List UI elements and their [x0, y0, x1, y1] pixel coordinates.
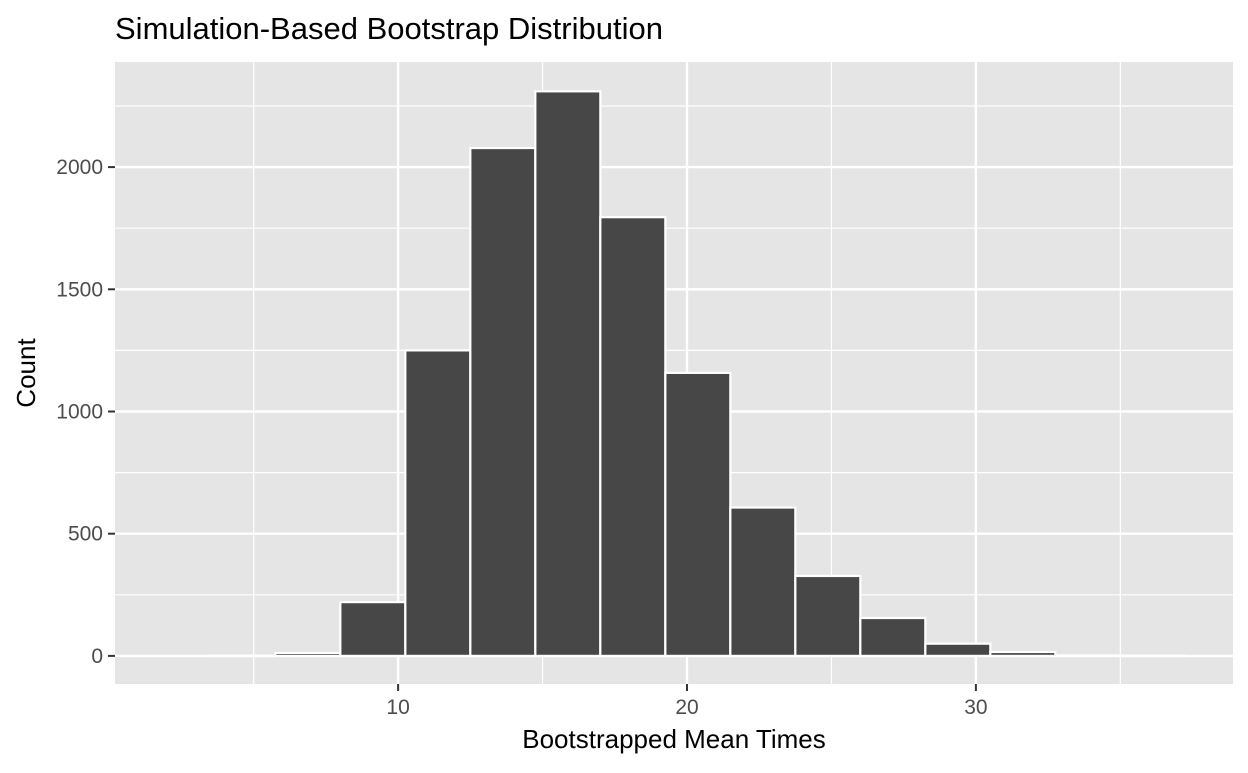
x-axis: 10 20 30: [386, 684, 988, 719]
histogram-bar: [534, 90, 602, 657]
x-axis-label: Bootstrapped Mean Times: [522, 724, 826, 754]
histogram-bar: [469, 146, 537, 657]
histogram-bar: [859, 616, 927, 657]
y-tick-label: 2000: [56, 156, 103, 179]
histogram-bar: [924, 642, 992, 657]
x-tick-label: 20: [675, 696, 698, 719]
histogram-bar: [989, 650, 1057, 657]
histogram-bars: [209, 90, 1187, 658]
y-tick-label: 1000: [56, 400, 103, 423]
x-tick-label: 30: [964, 696, 987, 719]
histogram-bar: [1119, 654, 1187, 658]
histogram-bar: [274, 651, 342, 657]
histogram-bar: [599, 216, 667, 657]
chart-title: Simulation-Based Bootstrap Distribution: [115, 11, 663, 46]
y-tick-label: 0: [91, 645, 103, 668]
histogram-bar: [729, 506, 797, 657]
histogram-bar: [794, 574, 862, 657]
histogram-bar: [404, 349, 472, 657]
y-tick-label: 500: [68, 523, 103, 546]
x-tick-label: 10: [386, 696, 409, 719]
histogram-bar: [664, 371, 732, 657]
histogram-bar: [209, 654, 277, 658]
histogram-bar: [1054, 654, 1122, 658]
histogram-bar: [339, 601, 407, 657]
y-axis: 0 500 1000 1500 2000: [56, 156, 115, 668]
y-axis-label: Count: [11, 338, 41, 408]
y-tick-label: 1500: [56, 278, 103, 301]
